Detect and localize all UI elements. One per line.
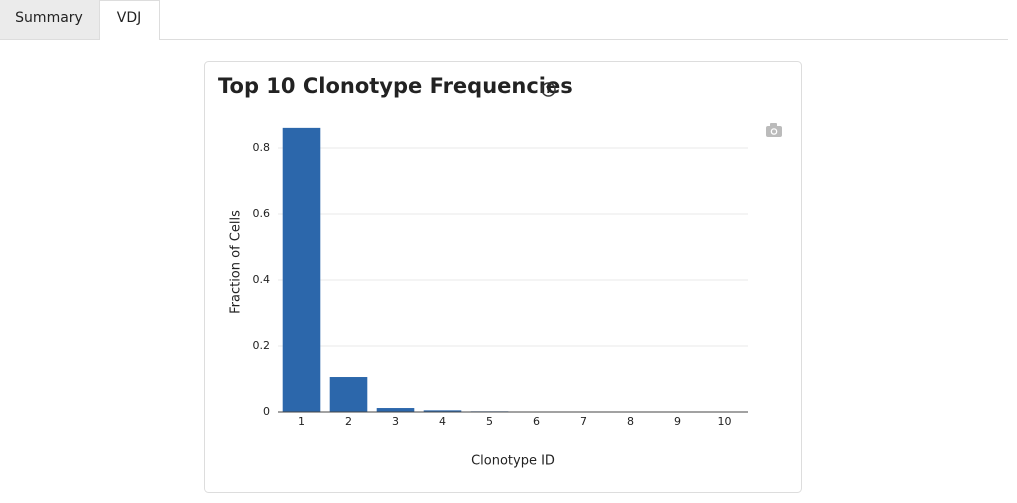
y-axis-title: Fraction of Cells: [229, 210, 244, 314]
x-tick-label: 3: [392, 415, 399, 428]
tab-vdj-bg[interactable]: [99, 0, 160, 41]
x-tick-label: 10: [718, 415, 732, 428]
tab-vdj-gap: [100, 38, 159, 41]
x-tick-label: 7: [580, 415, 587, 428]
x-tick-label: 8: [627, 415, 634, 428]
tab-vdj[interactable]: VDJ: [117, 10, 142, 26]
bar: [282, 127, 321, 413]
y-tick-label: 0.4: [253, 273, 271, 286]
tab-summary-bg[interactable]: [0, 0, 99, 39]
x-tick-label: 2: [345, 415, 352, 428]
bar: [423, 410, 462, 412]
x-tick-label: 6: [533, 415, 540, 428]
x-tick-label: 5: [486, 415, 493, 428]
x-tick-label: 9: [674, 415, 681, 428]
chart-title: Top 10 Clonotype Frequencies: [218, 74, 573, 98]
camera-icon[interactable]: [766, 123, 782, 137]
y-tick-label: 0.8: [253, 141, 271, 154]
x-axis-title: Clonotype ID: [471, 454, 555, 469]
x-tick-label: 4: [439, 415, 446, 428]
y-tick-label: 0.6: [253, 207, 271, 220]
tab-summary[interactable]: Summary: [15, 10, 83, 26]
bar: [376, 408, 415, 412]
help-icon[interactable]: ?: [541, 82, 556, 97]
y-tick-label: 0.2: [253, 339, 271, 352]
svg-text:?: ?: [546, 85, 552, 96]
bar: [329, 377, 368, 412]
y-tick-label: 0: [263, 405, 270, 418]
x-tick-label: 1: [298, 415, 305, 428]
